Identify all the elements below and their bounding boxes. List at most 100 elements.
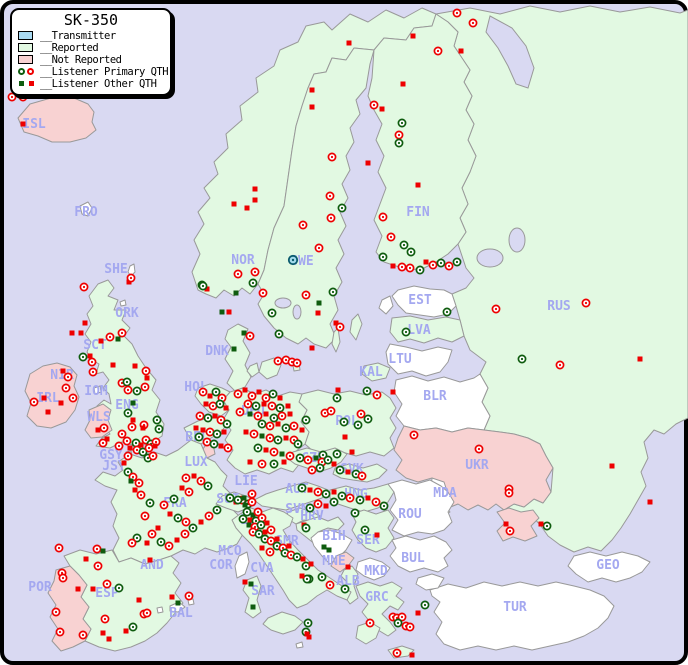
marker-red-square [204,286,210,292]
country-ser [351,509,395,553]
marker-red-square [263,447,269,453]
country-label-esp: ESP [95,586,119,601]
marker-red-square [342,434,348,440]
marker-red-square [110,362,116,368]
marker-red-square [193,425,199,431]
marker-green-circle [297,483,307,493]
marker-green-circle [203,413,213,423]
marker-green-circle [251,401,261,411]
marker-red-circle [181,473,191,483]
marker-red-circle [261,393,271,403]
marker-green-circle [268,389,278,399]
marker-red-circle [195,411,205,421]
marker-red-circle [392,648,402,658]
marker-red-square [306,634,312,640]
marker-red-square [90,586,96,592]
marker-red-circle [216,415,226,425]
marker-green-circle [145,498,155,508]
marker-red-circle [181,517,191,527]
marker-red-square [349,449,355,455]
legend-label: __Not Reported [40,53,122,66]
marker-red-circle [141,366,151,376]
marker-red-circle [99,423,109,433]
marker-red-square [242,387,248,393]
marker-red-square [299,427,305,433]
marker-red-circle [265,547,275,557]
marker-green-circle [212,505,222,515]
country-label-and: AND [140,558,164,573]
marker-red-circle [386,232,396,242]
marker-red-square [331,461,337,467]
marker-green-circle [292,552,302,562]
marker-red-square [304,631,310,637]
marker-green-circle [452,257,462,267]
marker-red-square [345,564,351,570]
marker-green-circle [305,503,315,513]
marker-red-square [144,540,150,546]
marker-green-circle [242,507,252,517]
marker-red-square [252,197,258,203]
marker-red-square [218,443,224,449]
marker-green-circle [212,429,222,439]
marker-red-square [226,309,232,315]
marker-red-circle [277,411,287,421]
lake-onega [508,227,526,253]
marker-red-circle [134,478,144,488]
country-label-alb: ALB [336,574,360,589]
country-label-fro: FRO [74,205,98,220]
country-kal [361,362,391,382]
marker-green-circle [406,247,416,257]
marker-red-circle [257,513,267,523]
country-label-rou: ROU [398,507,422,522]
marker-red-circle [313,487,323,497]
marker-red-circle [372,390,382,400]
marker-red-square [503,521,509,527]
marker-red-square [287,411,293,417]
marker-green-circle [329,497,339,507]
country-label-mco: MCO [218,544,242,559]
marker-red-circle [266,525,276,535]
marker-red-circle [249,429,259,439]
marker-green-circle [436,258,446,268]
country-label-hrv: HRV [300,509,324,524]
marker-green-circle [293,439,303,449]
marker-green-circle [188,523,198,533]
marker-green-circle [128,622,138,632]
marker-red-circle [123,385,133,395]
marker-red-square [262,529,268,535]
marker-red-circle [253,411,263,421]
country-label-grc: GRC [365,590,388,605]
marker-red-circle [205,427,215,437]
marker-green-circle [302,574,312,584]
legend-item-not_reported: __Not Reported [18,53,164,66]
marker-red-circle [265,421,275,431]
transmitter-marker [287,254,299,266]
not_reported-icon [18,55,40,64]
marker-red-square [647,499,653,505]
marker-green-circle [222,419,232,429]
marker-green-circle [256,520,266,530]
country-swe [257,47,375,349]
marker-red-square [100,630,106,636]
marker-green-circle [273,435,283,445]
marker-green-circle [275,403,285,413]
marker-green-circle [267,308,277,318]
marker-green-square [219,309,225,315]
country-label-ser: SER [356,533,380,548]
marker-red-square [274,536,280,542]
marker-red-circle [247,497,257,507]
marker-green-circle [154,424,164,434]
country-iom [93,385,102,395]
marker-red-circle [54,543,64,553]
marker-red-circle [208,401,218,411]
marker-red-square [277,395,283,401]
country-label-jsy: JSY [102,459,126,474]
marker-green-circle [225,493,235,503]
marker-green-square [241,495,247,501]
island-malta [295,641,304,649]
marker-green-circle [362,386,372,396]
marker-red-circle [196,476,206,486]
marker-red-square [247,459,253,465]
marker-red-circle [92,544,102,554]
